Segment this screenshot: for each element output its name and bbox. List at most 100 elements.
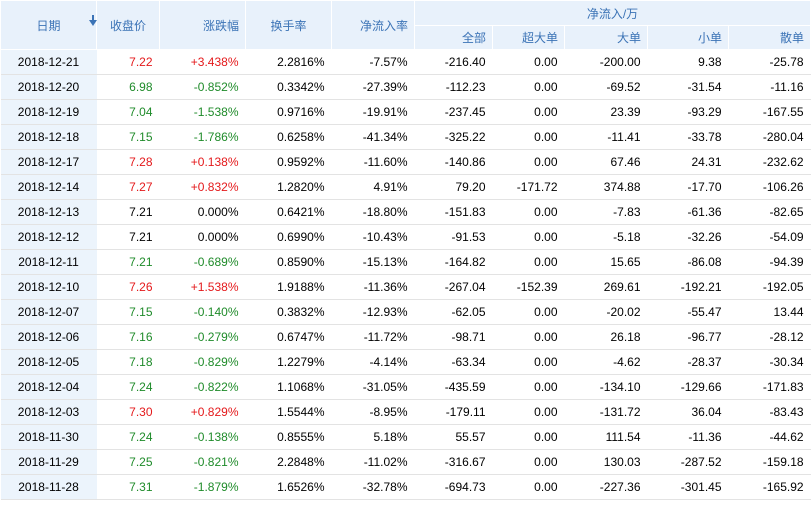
change-cell: -0.279%	[159, 324, 246, 350]
small-header[interactable]: 小单	[647, 25, 729, 50]
large-cell: 269.61	[564, 274, 648, 300]
retail-cell: -94.39	[728, 249, 811, 275]
net-inflow-rate-cell: -11.36%	[331, 274, 415, 300]
large-cell: -4.62	[564, 349, 648, 375]
large-cell: -7.83	[564, 199, 648, 225]
date-cell: 2018-12-21	[0, 49, 97, 75]
net-inflow-rate-cell: -11.72%	[331, 324, 415, 350]
date-cell: 2018-12-20	[0, 74, 97, 100]
small-cell: -93.29	[647, 99, 729, 125]
table-row: 2018-12-10 7.26 +1.538% 1.9188% -11.36% -267.…	[0, 274, 811, 300]
small-cell: -301.45	[647, 474, 729, 500]
turnover-cell: 0.8555%	[245, 424, 332, 450]
large-cell: 15.65	[564, 249, 648, 275]
close-cell: 6.98	[96, 74, 160, 100]
date-cell: 2018-12-06	[0, 324, 97, 350]
small-cell: -32.26	[647, 224, 729, 250]
net-inflow-rate-cell: -31.05%	[331, 374, 415, 400]
small-cell: -129.66	[647, 374, 729, 400]
all-cell: -112.23	[414, 74, 493, 100]
change-cell: -0.852%	[159, 74, 246, 100]
super-large-cell: -171.72	[492, 174, 565, 200]
net-inflow-rate-header[interactable]: 净流入率	[331, 0, 415, 50]
all-cell: -151.83	[414, 199, 493, 225]
net-inflow-rate-cell: -41.34%	[331, 124, 415, 150]
table-row: 2018-12-06 7.16 -0.279% 0.6747% -11.72% -98.7…	[0, 324, 811, 350]
large-cell: -131.72	[564, 399, 648, 425]
date-header[interactable]: 日期	[0, 0, 97, 50]
super-large-header[interactable]: 超大单	[492, 25, 565, 50]
turnover-cell: 0.6747%	[245, 324, 332, 350]
retail-cell: 13.44	[728, 299, 811, 325]
table-row: 2018-12-07 7.15 -0.140% 0.3832% -12.93% -62.0…	[0, 299, 811, 325]
table-row: 2018-12-20 6.98 -0.852% 0.3342% -27.39% -112.…	[0, 74, 811, 100]
all-cell: -216.40	[414, 49, 493, 75]
retail-cell: -106.26	[728, 174, 811, 200]
retail-cell: -171.83	[728, 374, 811, 400]
net-inflow-rate-cell: -4.14%	[331, 349, 415, 375]
close-cell: 7.21	[96, 249, 160, 275]
date-cell: 2018-12-10	[0, 274, 97, 300]
date-cell: 2018-12-07	[0, 299, 97, 325]
date-cell: 2018-12-03	[0, 399, 97, 425]
all-header[interactable]: 全部	[414, 25, 493, 50]
close-cell: 7.21	[96, 199, 160, 225]
close-cell: 7.26	[96, 274, 160, 300]
retail-header[interactable]: 散单	[727, 25, 812, 50]
super-large-cell: 0.00	[492, 374, 565, 400]
super-large-cell: 0.00	[492, 424, 565, 450]
super-large-cell: -152.39	[492, 274, 565, 300]
change-cell: -1.879%	[159, 474, 246, 500]
retail-cell: -44.62	[728, 424, 811, 450]
large-header[interactable]: 大单	[564, 25, 648, 50]
retail-cell: -11.16	[728, 74, 811, 100]
super-large-cell: 0.00	[492, 224, 565, 250]
table-row: 2018-12-19 7.04 -1.538% 0.9716% -19.91% -237.…	[0, 99, 811, 125]
small-cell: 36.04	[647, 399, 729, 425]
date-cell: 2018-12-13	[0, 199, 97, 225]
super-large-cell: 0.00	[492, 324, 565, 350]
change-cell: +0.138%	[159, 149, 246, 175]
turnover-cell: 1.2820%	[245, 174, 332, 200]
turnover-cell: 0.3832%	[245, 299, 332, 325]
table-row: 2018-11-29 7.25 -0.821% 2.2848% -11.02% -316.…	[0, 449, 811, 475]
date-cell: 2018-12-11	[0, 249, 97, 275]
change-cell: +0.832%	[159, 174, 246, 200]
close-cell: 7.22	[96, 49, 160, 75]
large-cell: -11.41	[564, 124, 648, 150]
net-inflow-rate-cell: -19.91%	[331, 99, 415, 125]
small-cell: -61.36	[647, 199, 729, 225]
change-cell: -0.140%	[159, 299, 246, 325]
table-row: 2018-12-13 7.21 0.000% 0.6421% -18.80% -151.8…	[0, 199, 811, 225]
close-cell: 7.21	[96, 224, 160, 250]
all-cell: -62.05	[414, 299, 493, 325]
retail-cell: -192.05	[728, 274, 811, 300]
change-header[interactable]: 涨跌幅	[159, 0, 246, 50]
net-inflow-rate-cell: -7.57%	[331, 49, 415, 75]
close-header[interactable]: 收盘价	[96, 0, 160, 50]
turnover-cell: 0.6421%	[245, 199, 332, 225]
small-cell: 9.38	[647, 49, 729, 75]
turnover-header[interactable]: 换手率	[245, 0, 332, 50]
small-cell: -17.70	[647, 174, 729, 200]
change-cell: -1.786%	[159, 124, 246, 150]
retail-cell: -30.34	[728, 349, 811, 375]
large-cell: 111.54	[564, 424, 648, 450]
large-cell: 130.03	[564, 449, 648, 475]
small-cell: -287.52	[647, 449, 729, 475]
small-cell: -55.47	[647, 299, 729, 325]
table-row: 2018-11-30 7.24 -0.138% 0.8555% 5.18% 55.57 0.…	[0, 424, 811, 450]
super-large-cell: 0.00	[492, 199, 565, 225]
all-cell: -63.34	[414, 349, 493, 375]
sort-down-icon[interactable]	[89, 15, 97, 26]
net-inflow-rate-cell: -11.02%	[331, 449, 415, 475]
net-inflow-rate-cell: 5.18%	[331, 424, 415, 450]
date-cell: 2018-12-19	[0, 99, 97, 125]
retail-cell: -54.09	[728, 224, 811, 250]
small-cell: -86.08	[647, 249, 729, 275]
super-large-cell: 0.00	[492, 449, 565, 475]
retail-cell: -280.04	[728, 124, 811, 150]
small-cell: -192.21	[647, 274, 729, 300]
turnover-cell: 1.6526%	[245, 474, 332, 500]
change-cell: -1.538%	[159, 99, 246, 125]
